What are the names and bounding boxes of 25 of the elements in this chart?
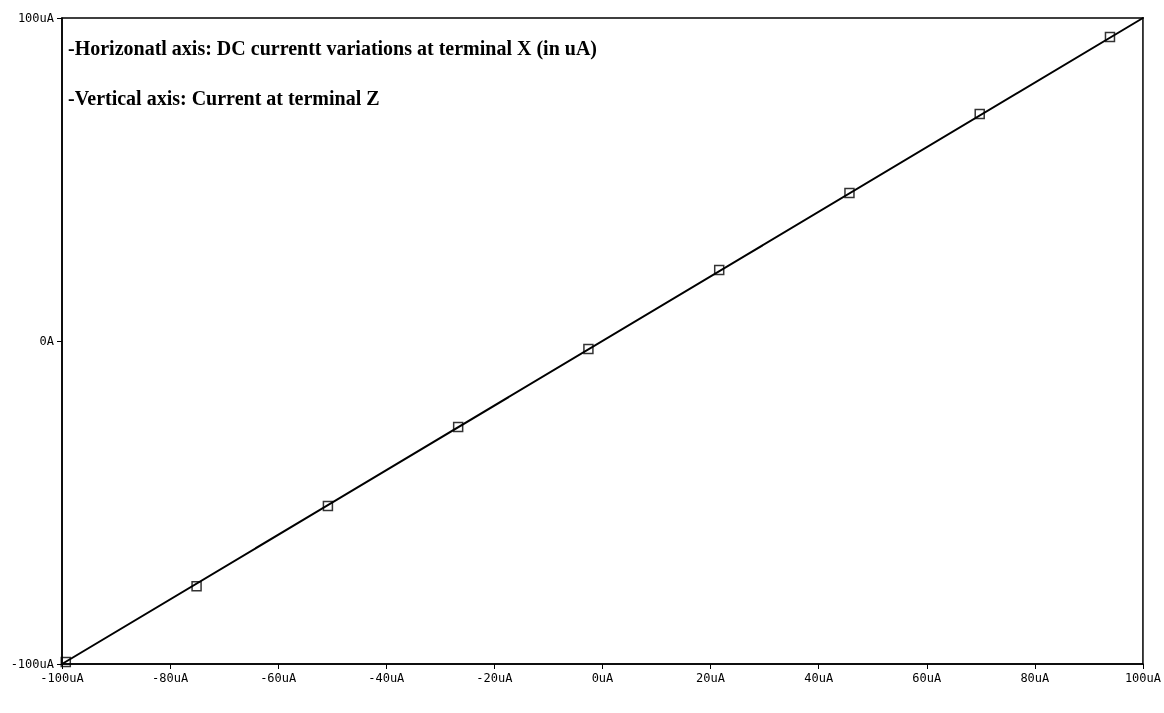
point [844, 187, 855, 199]
y-tick-label: 100uA [17, 11, 55, 25]
x-tick-label: -80uA [152, 671, 189, 685]
x-tick-label: -40uA [368, 671, 406, 685]
y-tick-label: 0A [39, 334, 55, 348]
point [713, 264, 725, 276]
annotation: -Horizonatl axis: DC currentt variations at terminal X (in uA) [68, 37, 598, 60]
x-tick-label: -20uA [476, 671, 514, 685]
point [1104, 31, 1116, 43]
x-tick-label: 20uA [696, 671, 726, 685]
x-tick-label: -60uA [260, 671, 298, 685]
point [322, 500, 334, 512]
point [452, 421, 464, 433]
point [583, 343, 594, 355]
y-tick-label: -100uA [10, 657, 55, 671]
point [974, 108, 985, 120]
point [60, 656, 72, 668]
x-tick-label: 60uA [912, 671, 942, 685]
x-tick-label: 40uA [804, 671, 834, 685]
annotation: -Vertical axis: Current at terminal Z [68, 87, 380, 109]
x-tick-label: 80uA [1020, 671, 1051, 685]
x-tick-label: 100uA [1124, 671, 1162, 685]
x-tick-label: 0uA [591, 671, 615, 685]
point [191, 580, 202, 592]
x-tick-label: -100uA [40, 671, 85, 685]
